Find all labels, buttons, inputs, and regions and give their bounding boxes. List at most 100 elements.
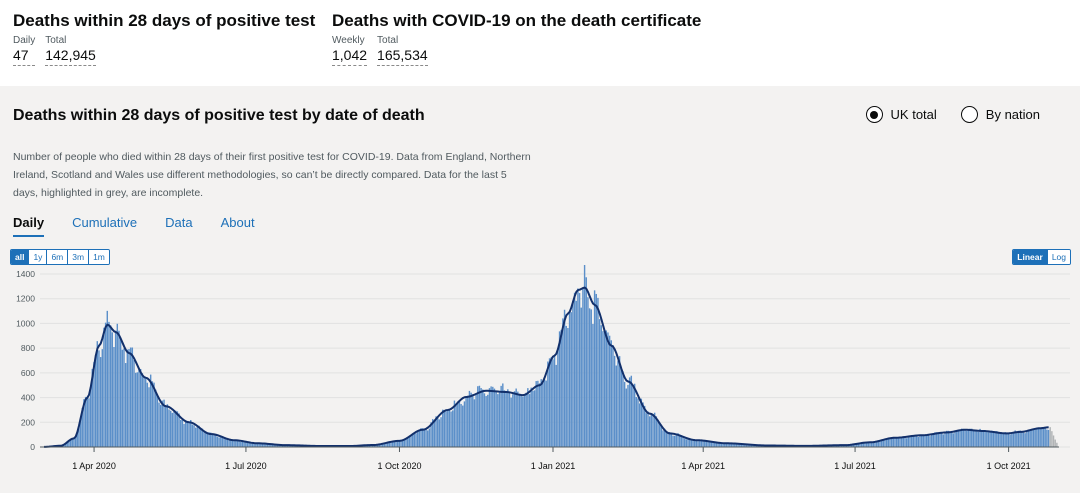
daily-bar xyxy=(1051,431,1053,447)
daily-bar xyxy=(119,337,122,447)
daily-bar xyxy=(1011,433,1013,447)
daily-bar xyxy=(720,443,723,447)
tab-cumulative[interactable]: Cumulative xyxy=(72,215,138,230)
metric-value[interactable]: 47 xyxy=(13,47,36,66)
radio-by-nation[interactable]: By nation xyxy=(960,106,1040,123)
radio-unselected-icon[interactable] xyxy=(960,106,978,123)
daily-bar xyxy=(415,433,417,447)
daily-bar xyxy=(378,444,381,447)
daily-bar xyxy=(381,443,384,447)
daily-bar xyxy=(880,440,883,447)
daily-bar xyxy=(460,403,462,447)
daily-bar xyxy=(228,440,230,447)
metric-value[interactable]: 142,945 xyxy=(45,47,96,66)
daily-bar xyxy=(865,442,868,447)
daily-bar xyxy=(388,441,391,447)
daily-bar xyxy=(406,437,409,447)
x-tick-label: 1 Jul 2020 xyxy=(225,461,267,471)
daily-bar xyxy=(164,405,167,447)
daily-bar xyxy=(1012,433,1015,447)
range-1y-button[interactable]: 1y xyxy=(28,250,47,264)
tab-data[interactable]: Data xyxy=(165,215,193,230)
range-6m-button[interactable]: 6m xyxy=(46,250,68,264)
daily-bar xyxy=(503,390,506,447)
daily-bar xyxy=(719,442,721,447)
daily-bar xyxy=(420,428,422,447)
deaths-chart[interactable]: 0 200 400 600 800 1000 1200 1400 1 Apr 2020 1 Jul… xyxy=(0,265,1080,493)
daily-bar xyxy=(981,430,983,447)
daily-bar xyxy=(213,435,215,447)
daily-bar xyxy=(966,430,968,447)
daily-bar xyxy=(190,420,192,447)
radio-selected-icon[interactable] xyxy=(865,106,883,123)
daily-bar xyxy=(502,383,504,447)
daily-bar xyxy=(717,442,719,447)
scale-linear-button[interactable]: Linear xyxy=(1013,250,1047,264)
daily-bar xyxy=(178,413,180,447)
daily-bar xyxy=(702,440,704,447)
daily-bar xyxy=(180,419,182,447)
daily-bar xyxy=(749,444,751,447)
daily-bar xyxy=(108,321,110,447)
daily-bar xyxy=(879,440,881,447)
daily-bar xyxy=(134,372,137,447)
daily-bar xyxy=(173,410,175,447)
daily-bar xyxy=(161,400,164,447)
daily-bar xyxy=(941,433,943,447)
scale-log-button[interactable]: Log xyxy=(1046,250,1070,264)
daily-bar xyxy=(700,440,703,447)
daily-bar xyxy=(679,434,681,447)
metric-label: Daily xyxy=(13,35,36,46)
daily-bar xyxy=(266,443,269,447)
daily-bar xyxy=(128,349,130,447)
daily-bar xyxy=(910,436,913,447)
daily-bar xyxy=(370,445,372,447)
y-tick-label: 0 xyxy=(30,442,35,452)
range-3m-button[interactable]: 3m xyxy=(67,250,89,264)
daily-bar xyxy=(393,442,396,447)
daily-bar xyxy=(390,441,392,447)
daily-bar xyxy=(740,444,743,447)
tab-daily[interactable]: Daily xyxy=(13,215,45,237)
daily-bar xyxy=(205,432,207,447)
daily-bar xyxy=(992,432,995,447)
daily-bar xyxy=(902,437,905,447)
daily-bar xyxy=(181,420,184,447)
tab-about[interactable]: About xyxy=(220,215,255,230)
metric-value[interactable]: 165,534 xyxy=(377,47,428,66)
daily-bar xyxy=(575,300,577,447)
metric-value[interactable]: 1,042 xyxy=(332,47,368,66)
daily-bar xyxy=(655,416,658,447)
daily-bar xyxy=(74,436,77,447)
y-tick-label: 1400 xyxy=(16,269,35,279)
chart-tabs: Daily Cumulative Data About xyxy=(13,215,255,237)
daily-bar xyxy=(520,395,522,447)
area-radio-group: UK total By nation xyxy=(865,106,1040,123)
range-all-button[interactable]: all xyxy=(11,250,29,264)
x-tick-label: 1 Jan 2021 xyxy=(531,461,576,471)
daily-bar xyxy=(470,392,472,447)
daily-bar xyxy=(922,434,925,447)
daily-bar xyxy=(523,394,526,447)
daily-bar xyxy=(467,395,469,447)
daily-bar xyxy=(1006,432,1008,447)
daily-bar xyxy=(533,390,536,447)
metric-total: Total 165,534 xyxy=(377,35,428,66)
daily-bar xyxy=(245,441,247,447)
daily-bar xyxy=(1054,439,1056,447)
daily-bar xyxy=(517,391,519,447)
daily-bar xyxy=(391,441,394,447)
daily-bar xyxy=(737,443,739,447)
daily-bar xyxy=(670,432,673,447)
daily-bar xyxy=(917,436,920,447)
daily-bar xyxy=(895,438,898,447)
radio-uk-total[interactable]: UK total xyxy=(865,106,937,123)
range-1m-button[interactable]: 1m xyxy=(88,250,109,264)
daily-bar xyxy=(900,437,903,447)
daily-bar xyxy=(263,444,265,447)
y-tick-label: 400 xyxy=(21,393,35,403)
daily-bar xyxy=(675,434,678,447)
daily-bar xyxy=(638,403,641,447)
daily-bars xyxy=(43,265,1058,447)
daily-bar xyxy=(238,440,240,447)
